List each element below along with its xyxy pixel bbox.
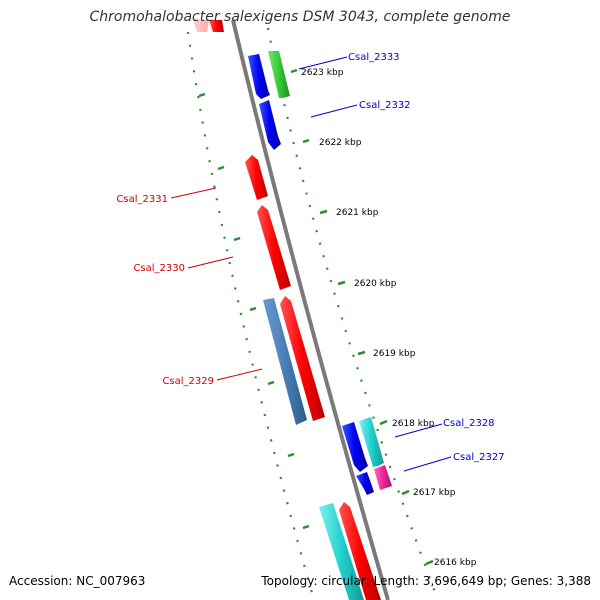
gene-label-csal-2328[interactable]: Csal_2328 [443,418,495,429]
gene-reverse-feature[interactable] [209,20,224,32]
gene-label-csal-2333[interactable]: Csal_2333 [348,52,400,63]
gene-csal-2333-feature[interactable] [268,51,290,98]
gene-forward-feature[interactable] [356,472,374,495]
gene-labels: Csal_2333 Csal_2332 Csal_2331 Csal_2330 … [116,52,504,463]
kbp-label: 2619 kbp [373,349,416,359]
genome-backbone [231,19,390,600]
gene-forward-feature[interactable] [319,503,364,600]
gene-label-csal-2330[interactable]: Csal_2330 [133,263,185,274]
gene-forward-feature[interactable] [248,54,270,99]
page-title: Chromohalobacter salexigens DSM 3043, co… [89,9,511,25]
gene-forward-feature[interactable] [342,422,368,472]
outer-major-ticks [198,92,310,530]
gene-csal-2332-feature[interactable] [259,100,281,150]
gene-reverse-feature[interactable] [339,502,381,600]
gene-reverse-feature[interactable] [193,20,209,32]
kbp-label: 2617 kbp [413,488,456,498]
kbp-labels: 2623 kbp 2622 kbp 2621 kbp 2620 kbp 2619… [301,68,477,568]
reverse-strand-genes [193,20,381,600]
forward-strand-genes [248,51,392,600]
gene-csal-2331-feature[interactable] [245,155,268,200]
gene-label-csal-2327[interactable]: Csal_2327 [453,452,505,463]
major-ticks [290,68,434,566]
label-leader-lines [170,56,452,472]
gene-label-csal-2332[interactable]: Csal_2332 [359,100,411,111]
gene-label-csal-2329[interactable]: Csal_2329 [162,376,214,387]
kbp-label: 2618 kbp [392,419,435,429]
kbp-label: 2616 kbp [434,558,477,568]
gene-csal-2330-feature[interactable] [257,205,291,290]
kbp-label: 2620 kbp [354,279,397,289]
accession-label: Accession: NC_007963 [9,574,146,588]
topology-label: Topology: circular; Length: 3,696,649 bp… [261,574,591,588]
gene-csal-2328-feature[interactable] [359,417,384,467]
gene-csal-2329-feature[interactable] [263,298,307,425]
gene-reverse-feature[interactable] [280,296,325,421]
gene-csal-2327-feature[interactable] [374,465,392,490]
kbp-label: 2622 kbp [319,138,362,148]
gene-label-csal-2331[interactable]: Csal_2331 [116,194,168,205]
kbp-label: 2621 kbp [336,208,379,218]
kbp-label: 2623 kbp [301,68,344,78]
